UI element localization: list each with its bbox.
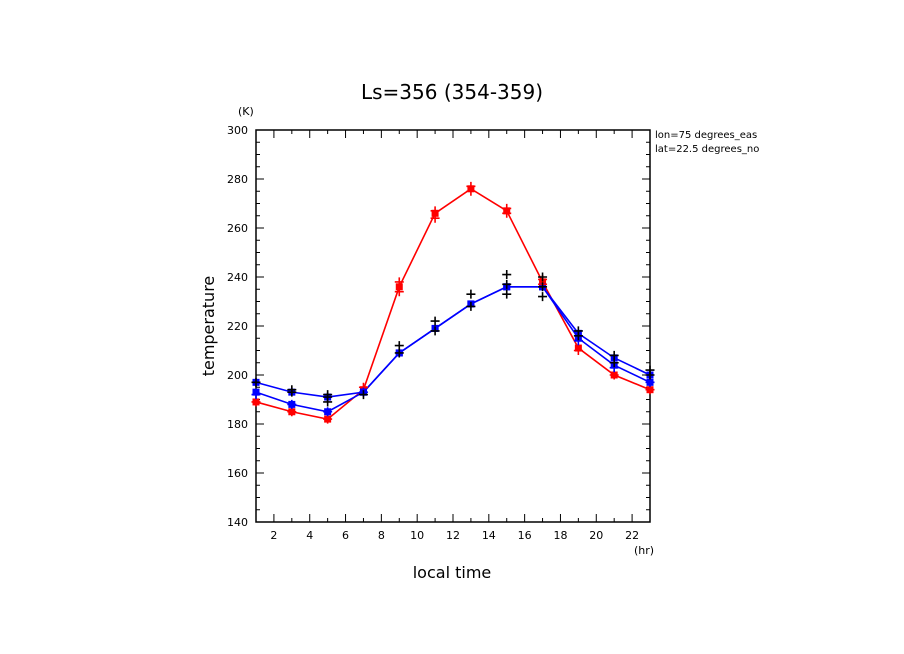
y-unit: (K) (238, 105, 254, 118)
y-tick-label: 160 (227, 467, 248, 480)
x-tick-label: 10 (410, 529, 424, 542)
plus-marker (645, 365, 655, 375)
y-tick-label: 300 (227, 124, 248, 137)
plus-marker (430, 206, 440, 216)
plus-marker (251, 390, 261, 400)
series-line-1 (255, 187, 651, 420)
plus-marker (502, 203, 512, 213)
plus-marker (323, 390, 333, 400)
x-tick-label: 18 (553, 529, 567, 542)
plus-marker (466, 301, 476, 311)
plus-marker (394, 277, 404, 287)
x-tick-label: 16 (518, 529, 532, 542)
y-tick-label: 260 (227, 222, 248, 235)
plus-marker (430, 316, 440, 326)
x-unit: (hr) (634, 544, 654, 557)
x-tick-label: 12 (446, 529, 460, 542)
plus-marker (538, 282, 548, 292)
plus-marker (502, 289, 512, 299)
x-tick-label: 22 (625, 529, 639, 542)
x-tick-label: 8 (378, 529, 385, 542)
plus-marker (251, 377, 261, 387)
y-tick-label: 140 (227, 516, 248, 529)
x-tick-label: 4 (306, 529, 313, 542)
series-1-square-marker (395, 283, 403, 291)
plus-marker (538, 292, 548, 302)
x-tick-label: 6 (342, 529, 349, 542)
y-tick-label: 200 (227, 369, 248, 382)
plus-marker (502, 279, 512, 289)
plus-marker (287, 385, 297, 395)
x-tick-label: 2 (270, 529, 277, 542)
plus-marker (394, 341, 404, 351)
chart-title: Ls=356 (354-359) (361, 80, 543, 104)
plus-marker (430, 326, 440, 336)
plus-marker (573, 346, 583, 355)
plus-marker (287, 399, 297, 409)
plus-marker (358, 390, 368, 400)
plus-marker (502, 270, 512, 280)
y-tick-label: 180 (227, 418, 248, 431)
plus-marker (323, 407, 333, 417)
y-tick-label: 240 (227, 271, 248, 284)
plus-marker (609, 350, 619, 360)
x-tick-label: 20 (589, 529, 603, 542)
plus-marker (573, 326, 583, 336)
plus-marker (466, 181, 476, 191)
plot-area: 140 160 180 200 220 240 260 280 300 2 4 6 8 10 12 14 16 1… (227, 124, 655, 542)
x-axis-label: local time (413, 563, 492, 582)
plus-marker (538, 272, 548, 282)
annotation-lat: lat=22.5 degrees_no (655, 144, 759, 155)
series-line-2 (255, 285, 651, 413)
plot-frame (255, 129, 651, 523)
y-tick-label: 220 (227, 320, 248, 333)
y-tick-label: 280 (227, 173, 248, 186)
annotation-lon: lon=75 degrees_eas (655, 130, 757, 141)
y-axis-label: temperature (199, 276, 218, 377)
series-line-3 (255, 285, 651, 398)
plus-marker (394, 287, 404, 297)
x-tick-label: 14 (482, 529, 496, 542)
plus-marker (466, 289, 476, 299)
